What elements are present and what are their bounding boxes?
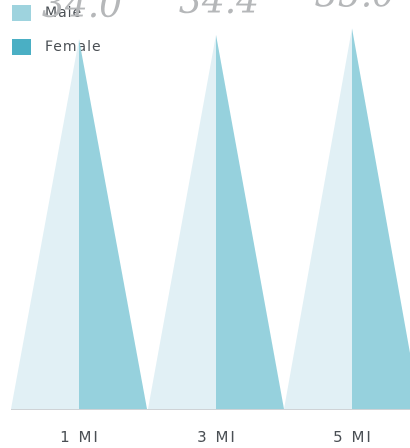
value-label-3-mi: 34.4 xyxy=(179,0,259,22)
legend-label-male: Male xyxy=(45,5,83,21)
chart-legend: Male Female xyxy=(12,3,102,57)
pyramid-5-mi-left-face xyxy=(284,28,352,409)
x-tick-label-3-mi: 3 MI xyxy=(197,428,237,446)
x-tick-label-5-mi: 5 MI xyxy=(333,428,373,446)
x-tick-label-1-mi: 1 MI xyxy=(60,428,100,446)
legend-item-male: Male xyxy=(12,3,102,23)
pyramid-5-mi-right-face xyxy=(352,28,410,409)
pyramid-1-mi-right-face xyxy=(79,39,147,409)
legend-swatch-female xyxy=(12,39,31,55)
pyramid-3-mi-right-face xyxy=(216,34,284,410)
value-label-1-mi: 34.0 xyxy=(42,0,122,26)
value-label-5-mi: 35.0 xyxy=(315,0,395,15)
pyramid-1-mi-left-face xyxy=(11,39,79,409)
legend-swatch-male xyxy=(12,5,31,21)
legend-item-female: Female xyxy=(12,37,102,57)
legend-label-female: Female xyxy=(45,39,102,55)
pyramid-3-mi-left-face xyxy=(148,34,216,410)
